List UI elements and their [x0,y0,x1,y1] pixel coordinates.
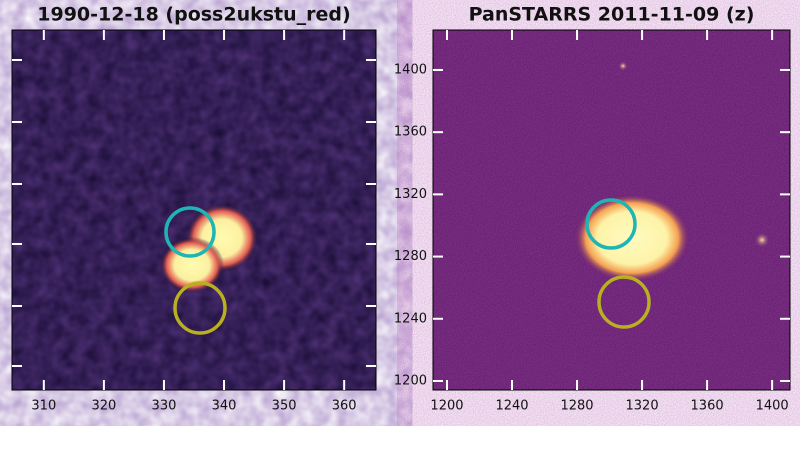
x-tick-label: 1360 [691,399,724,414]
y-tick-label: 1400 [394,62,427,77]
x-tick-label: 350 [272,399,297,414]
y-tick-label: 1240 [394,311,427,326]
x-tick-label: 1280 [560,399,593,414]
x-tick-label: 360 [332,399,357,414]
panel-right-image [432,29,791,391]
y-tick-label: 1200 [394,373,427,388]
panel-left-image [11,29,377,391]
x-tick-label: 1320 [626,399,659,414]
x-tick-label: 330 [152,399,177,414]
y-tick-label: 1320 [394,187,427,202]
x-tick-label: 1400 [756,399,789,414]
x-tick-label: 310 [31,399,56,414]
x-tick-label: 1200 [430,399,463,414]
panel-title: PanSTARRS 2011-11-09 (z) [469,4,755,26]
panel-title: 1990-12-18 (poss2ukstu_red) [37,4,350,26]
y-tick-label: 1280 [394,249,427,264]
x-tick-label: 320 [91,399,116,414]
x-tick-label: 340 [212,399,237,414]
x-tick-label: 1240 [495,399,528,414]
y-tick-label: 1360 [394,125,427,140]
